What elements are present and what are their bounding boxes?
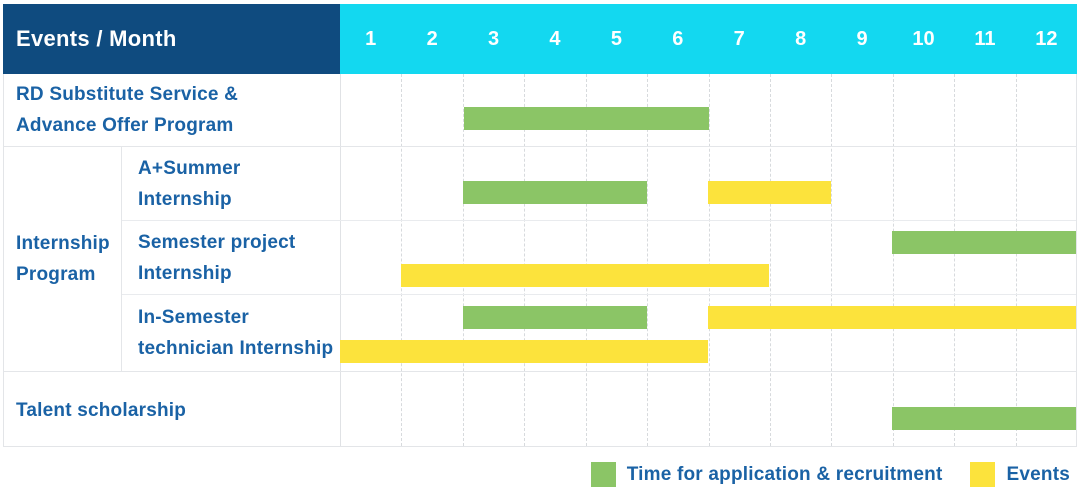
table-title: Events / Month: [16, 26, 177, 51]
row-chart-area: [340, 221, 1076, 294]
row-label-line: technician Internship: [138, 338, 334, 359]
group-label-line: Program: [16, 264, 96, 285]
row-chart-area: [341, 74, 1076, 146]
gantt-bar-yellow: [340, 339, 708, 363]
month-header-4: 4: [549, 27, 561, 50]
group-label-line: Internship: [16, 233, 110, 254]
row-label: A+Summer Internship: [138, 153, 240, 215]
row-rd-substitute-service: RD Substitute Service & Advance Offer Pr…: [4, 74, 1076, 147]
legend-swatch-yellow: [970, 462, 996, 487]
month-header-6: 6: [672, 27, 684, 50]
month-header-12: 12: [1035, 27, 1058, 50]
row-in-semester-technician-internship: In-Semester technician Internship: [122, 295, 1076, 371]
table-title-cell: Events / Month: [3, 4, 340, 74]
month-header-7: 7: [733, 27, 745, 50]
row-label: RD Substitute Service & Advance Offer Pr…: [16, 79, 238, 141]
row-label-line: Internship: [138, 188, 232, 210]
row-label-line: Talent scholarship: [16, 399, 187, 421]
month-header-1: 1: [365, 27, 377, 50]
row-chart-area: [341, 372, 1076, 448]
gantt-bar-green: [892, 231, 1076, 255]
legend-item-recruitment: Time for application & recruitment: [590, 462, 943, 487]
month-header-8: 8: [795, 27, 807, 50]
gantt-bar-yellow: [401, 264, 770, 288]
gantt-bar-green: [892, 407, 1076, 430]
row-a-plus-summer-internship: A+Summer Internship: [122, 147, 1076, 221]
legend-label-events: Events: [1006, 463, 1070, 485]
month-header-2: 2: [426, 27, 438, 50]
table-header-row: Events / Month 1 2 3 4 5 6 7 8 9 10 11 12: [3, 4, 1077, 74]
row-label: In-Semester technician Internship: [138, 302, 333, 364]
row-label-cell: A+Summer Internship: [122, 147, 340, 220]
month-header-row: 1 2 3 4 5 6 7 8 9 10 11 12: [340, 4, 1077, 74]
group-label: Internship Program: [16, 228, 110, 290]
row-label-line: Advance Offer Program: [16, 115, 234, 136]
row-semester-project-internship: Semester project Internship: [122, 221, 1076, 295]
row-label-cell: In-Semester technician Internship: [122, 295, 340, 371]
gantt-bar-yellow: [708, 305, 1076, 329]
month-header-9: 9: [856, 27, 868, 50]
month-header-11: 11: [974, 27, 996, 50]
month-header-3: 3: [487, 27, 500, 50]
gantt-table: Events / Month 1 2 3 4 5 6 7 8 9 10 11 12 RD Substi…: [3, 4, 1077, 447]
month-header-10: 10: [912, 27, 935, 50]
gantt-bar-green: [463, 107, 709, 130]
row-label-line: In-Semester: [138, 307, 249, 328]
gantt-bar-yellow: [708, 180, 831, 204]
legend-item-events: Events: [970, 462, 1070, 487]
row-label-line: A+Summer: [138, 157, 241, 179]
internship-program-group: Internship Program A+Summer Internship: [4, 147, 1076, 372]
row-chart-area: [340, 147, 1076, 220]
row-label-line: RD Substitute Service &: [16, 84, 239, 105]
row-label-line: Internship: [138, 262, 232, 284]
group-label-cell: Internship Program: [4, 147, 122, 371]
gantt-bar-green: [462, 180, 647, 204]
month-header-5: 5: [610, 27, 622, 50]
group-rows: A+Summer Internship Semester project Int…: [122, 147, 1076, 371]
row-label-cell: Talent scholarship: [4, 372, 341, 448]
row-label-cell: RD Substitute Service & Advance Offer Pr…: [4, 74, 341, 146]
legend-label-recruitment: Time for application & recruitment: [626, 463, 943, 485]
row-label-cell: Semester project Internship: [122, 221, 340, 294]
gantt-body: RD Substitute Service & Advance Offer Pr…: [3, 74, 1077, 447]
row-talent-scholarship: Talent scholarship: [4, 372, 1076, 448]
legend-swatch-green: [590, 462, 616, 487]
legend: Time for application & recruitment Event…: [590, 462, 1070, 487]
row-label: Semester project Internship: [138, 227, 295, 289]
row-label-line: Semester project: [138, 231, 296, 253]
row-chart-area: [340, 295, 1076, 371]
row-label: Talent scholarship: [16, 395, 186, 426]
gantt-bar-green: [462, 305, 647, 329]
